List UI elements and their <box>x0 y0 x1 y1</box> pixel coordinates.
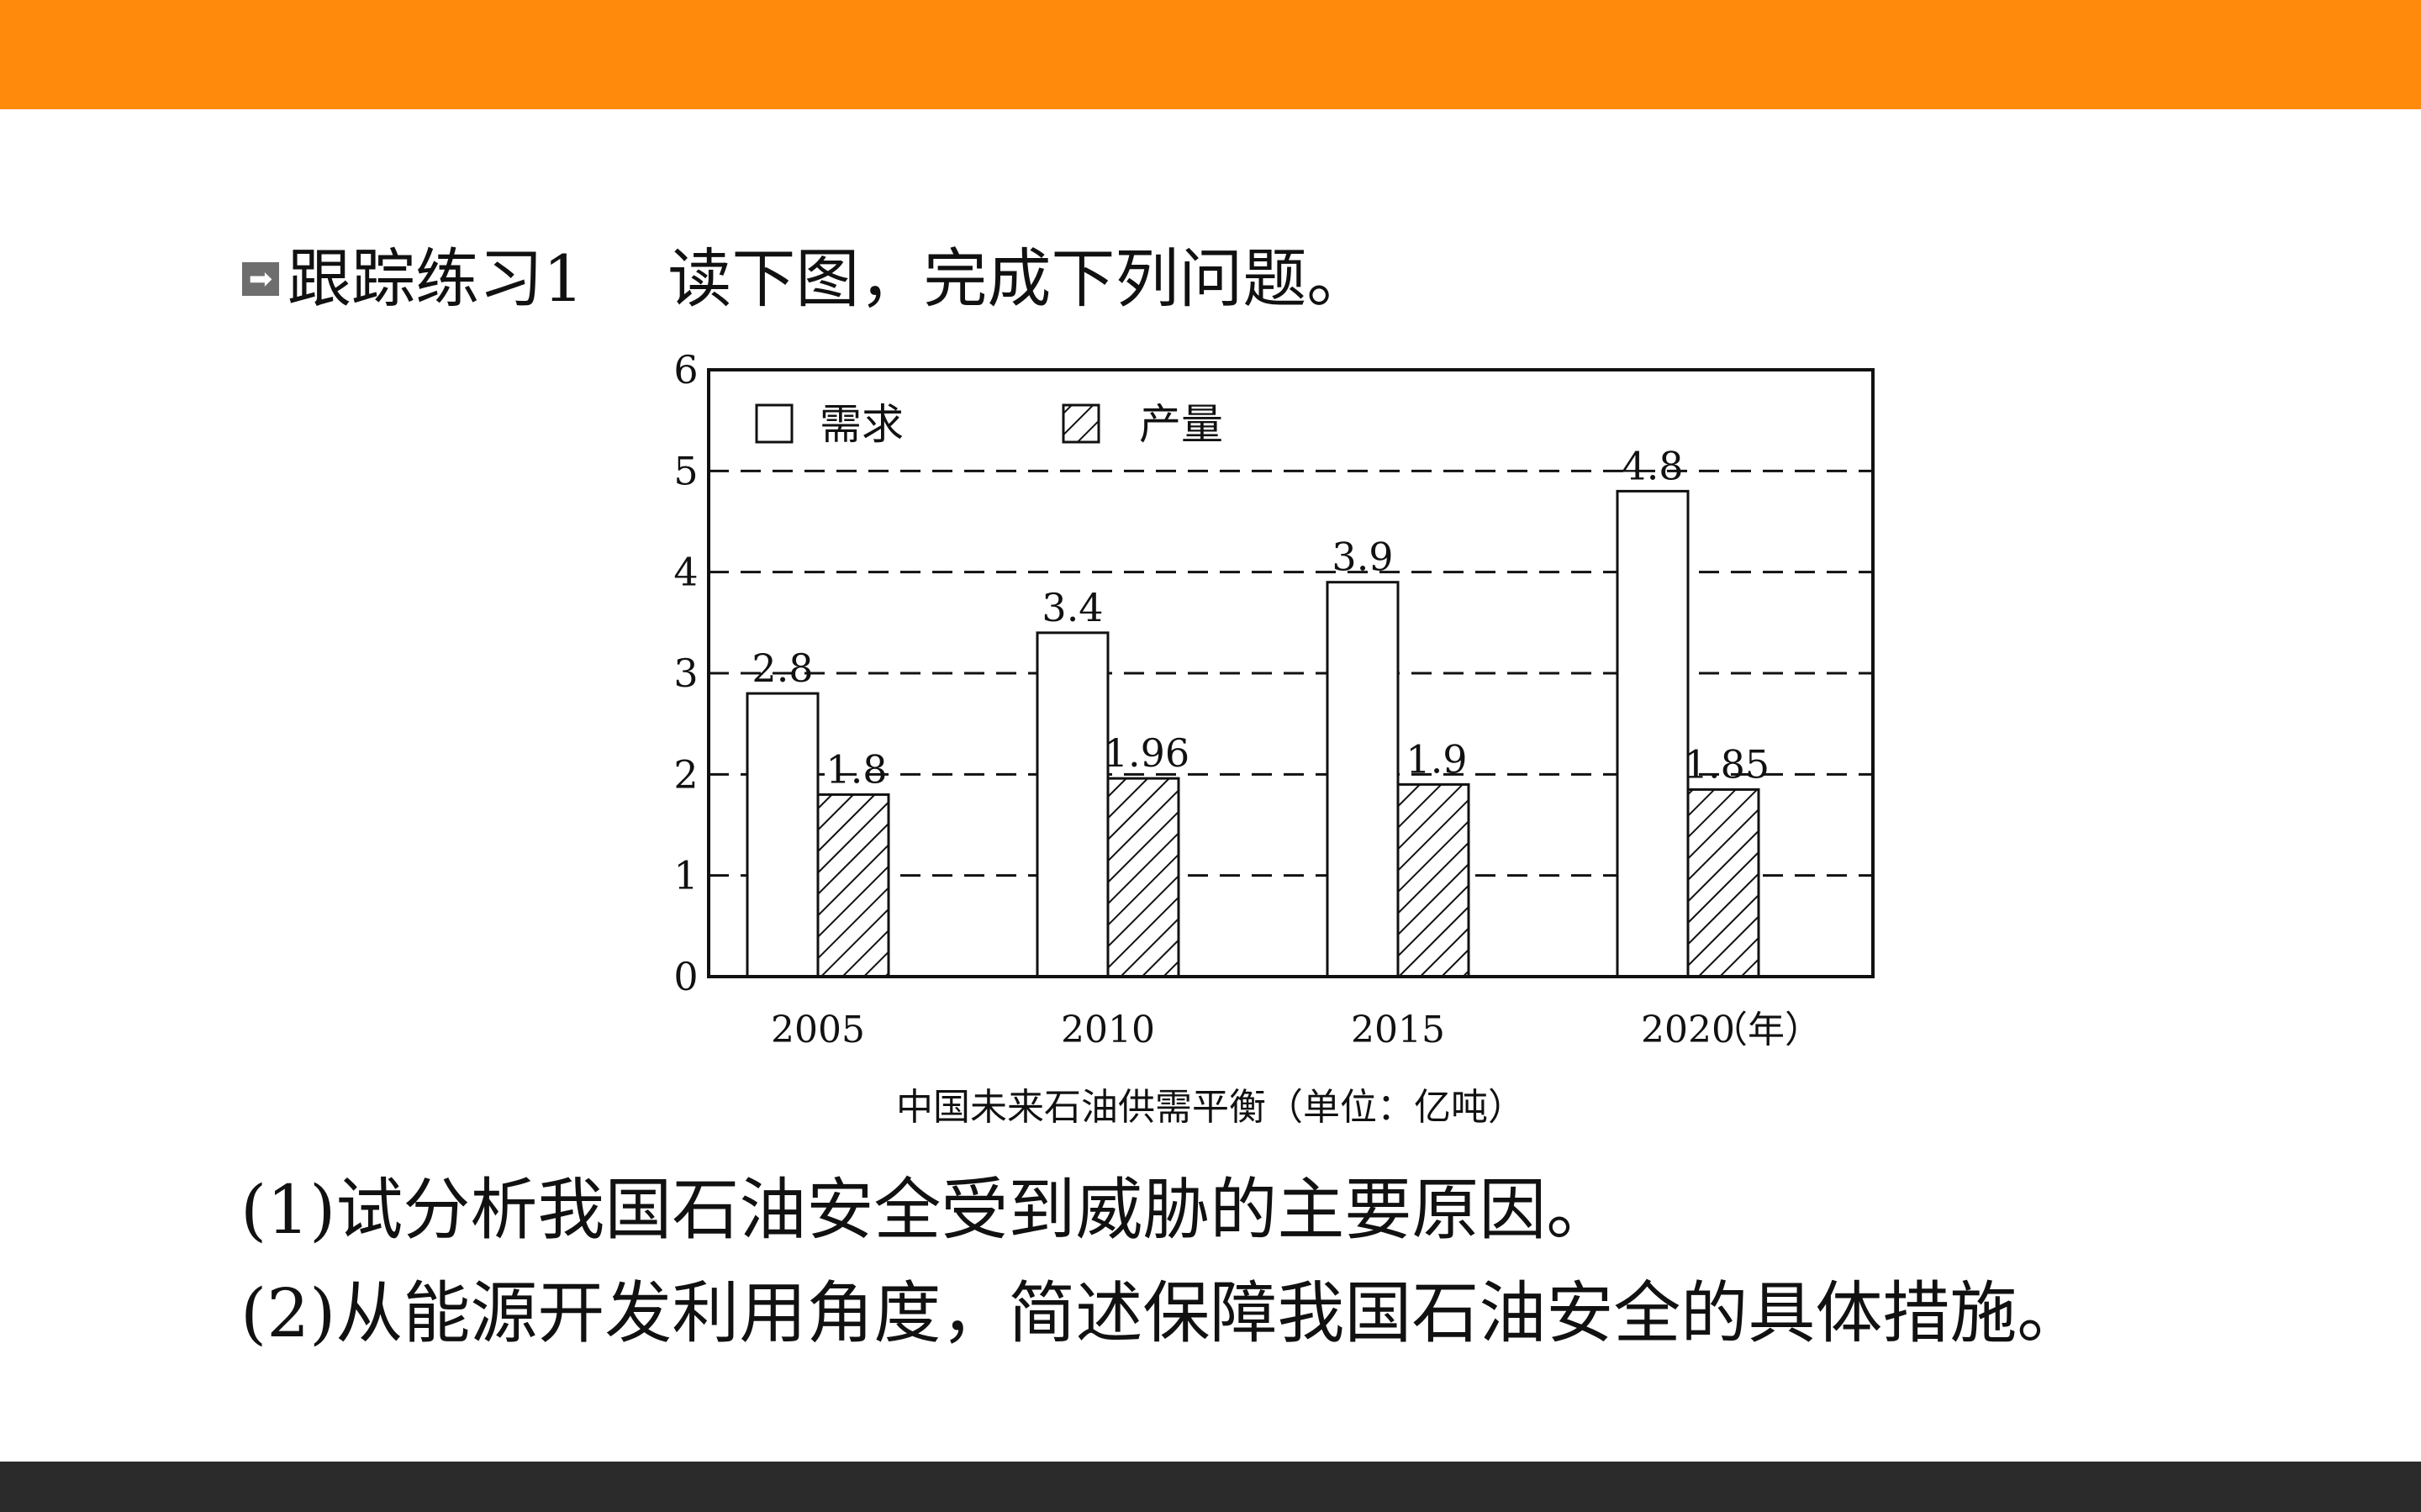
data-label-demand-2015: 3.9 <box>1332 535 1393 580</box>
bar-production-2005 <box>816 793 890 978</box>
y-tick-label-3: 3 <box>673 651 698 696</box>
legend: 需求 产量 <box>755 400 1223 449</box>
data-label-demand-2010: 3.4 <box>1042 585 1103 630</box>
bar-production-2020 <box>1686 788 1760 978</box>
data-label-demand-2020: 4.8 <box>1622 443 1683 488</box>
data-label-production-2005: 1.8 <box>825 746 887 792</box>
bottom-banner <box>0 1462 2421 1512</box>
arrow-right-icon: ➡ <box>242 262 279 296</box>
top-banner <box>0 0 2421 109</box>
question-1: (1)试分析我国石油安全受到威胁的主要原因。 <box>240 1171 1614 1249</box>
plot-frame <box>707 368 1875 978</box>
bar-demand-2020 <box>1616 489 1690 978</box>
question-2: (2)从能源开发利用角度，简述保障我国石油安全的具体措施。 <box>240 1274 2085 1352</box>
data-label-production-2010: 1.96 <box>1104 730 1189 776</box>
bar-demand-2015 <box>1326 581 1400 978</box>
bar-production-2015 <box>1396 782 1470 978</box>
y-tick-label-1: 1 <box>673 853 698 898</box>
exercise-label: 跟踪练习1 <box>287 241 584 316</box>
y-tick-label-5: 5 <box>673 448 698 493</box>
x-tick-label-2005: 2005 <box>771 1009 865 1051</box>
data-label-demand-2005: 2.8 <box>752 645 813 691</box>
y-tick-label-4: 4 <box>673 550 698 595</box>
legend-label-production: 产量 <box>1139 400 1223 449</box>
exercise-task: 读下图，完成下列问题。 <box>667 241 1371 316</box>
chart-caption: 中国未来石油供需平衡（单位：亿吨） <box>896 1086 1525 1129</box>
data-label-production-2020: 1.85 <box>1684 741 1770 787</box>
y-tick-label-6: 6 <box>673 347 698 392</box>
bar-production-2010 <box>1106 777 1180 978</box>
y-tick-label-0: 0 <box>673 954 698 999</box>
x-axis-unit: （年） <box>1711 1009 1822 1051</box>
x-tick-label-2020: 2020 <box>1641 1009 1735 1051</box>
bar-demand-2005 <box>746 692 820 978</box>
oil-supply-demand-chart: 0 1 2 3 4 5 6 2.8 1.8 2005 3.4 1.96 2010 3.9 1.9 2015 4.… <box>673 347 1875 1129</box>
x-tick-label-2015: 2015 <box>1351 1009 1445 1051</box>
legend-swatch-demand <box>755 403 794 444</box>
y-tick-label-2: 2 <box>673 751 698 797</box>
legend-label-demand: 需求 <box>820 400 904 449</box>
legend-swatch-production <box>1062 403 1100 444</box>
bar-demand-2010 <box>1036 631 1110 978</box>
exercise-heading: ➡ 跟踪练习1 读下图，完成下列问题。 <box>242 229 1370 329</box>
x-tick-label-2010: 2010 <box>1061 1009 1155 1051</box>
data-label-production-2015: 1.9 <box>1406 736 1467 782</box>
